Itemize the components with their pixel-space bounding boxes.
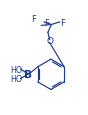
Text: B: B xyxy=(24,69,32,79)
Text: O: O xyxy=(46,37,53,46)
Text: HO: HO xyxy=(11,65,23,74)
Text: HO: HO xyxy=(11,74,23,83)
Text: F: F xyxy=(32,15,37,24)
Text: F: F xyxy=(61,19,65,28)
Text: F: F xyxy=(44,19,49,28)
